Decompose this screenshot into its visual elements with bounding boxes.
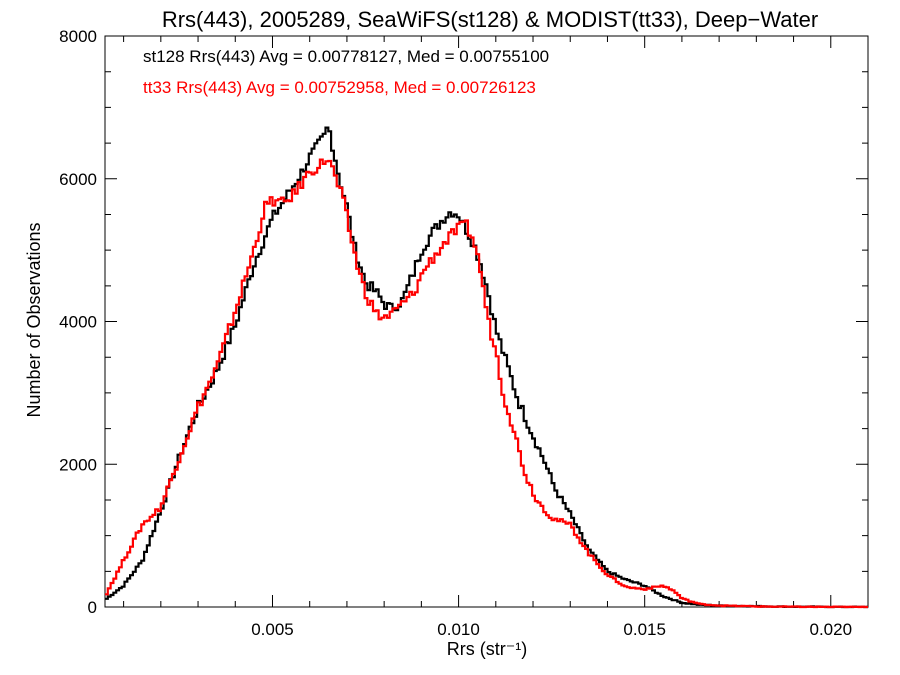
x-tick-label: 0.010 (437, 620, 480, 639)
x-tick-label: 0.020 (810, 620, 853, 639)
y-tick-label: 4000 (59, 313, 97, 332)
x-axis-label: Rrs (str⁻¹) (447, 639, 527, 659)
series-line-tt33 (105, 158, 868, 609)
axis-ticks: 0.005 0.010 0.015 0.020 0 2000 4000 6000 8000 (59, 27, 869, 639)
chart-title: Rrs(443), 2005289, SeaWiFS(st128) & MODI… (162, 7, 818, 32)
legend-entry-tt33: tt33 Rrs(443) Avg = 0.00752958, Med = 0.… (143, 78, 536, 97)
y-tick-label: 0 (88, 598, 97, 617)
legend-entry-st128: st128 Rrs(443) Avg = 0.00778127, Med = 0… (143, 47, 549, 66)
x-tick-label: 0.005 (251, 620, 294, 639)
series-lines (105, 126, 869, 609)
series-line-st128 (105, 126, 869, 609)
y-tick-label: 6000 (59, 170, 97, 189)
x-tick-label: 0.015 (623, 620, 666, 639)
y-tick-label: 8000 (59, 27, 97, 46)
y-tick-label: 2000 (59, 455, 97, 474)
plot-frame-border (104, 35, 869, 608)
plot-frame (104, 35, 869, 608)
y-axis-label: Number of Observations (24, 222, 44, 417)
legend: st128 Rrs(443) Avg = 0.00778127, Med = 0… (143, 47, 549, 97)
